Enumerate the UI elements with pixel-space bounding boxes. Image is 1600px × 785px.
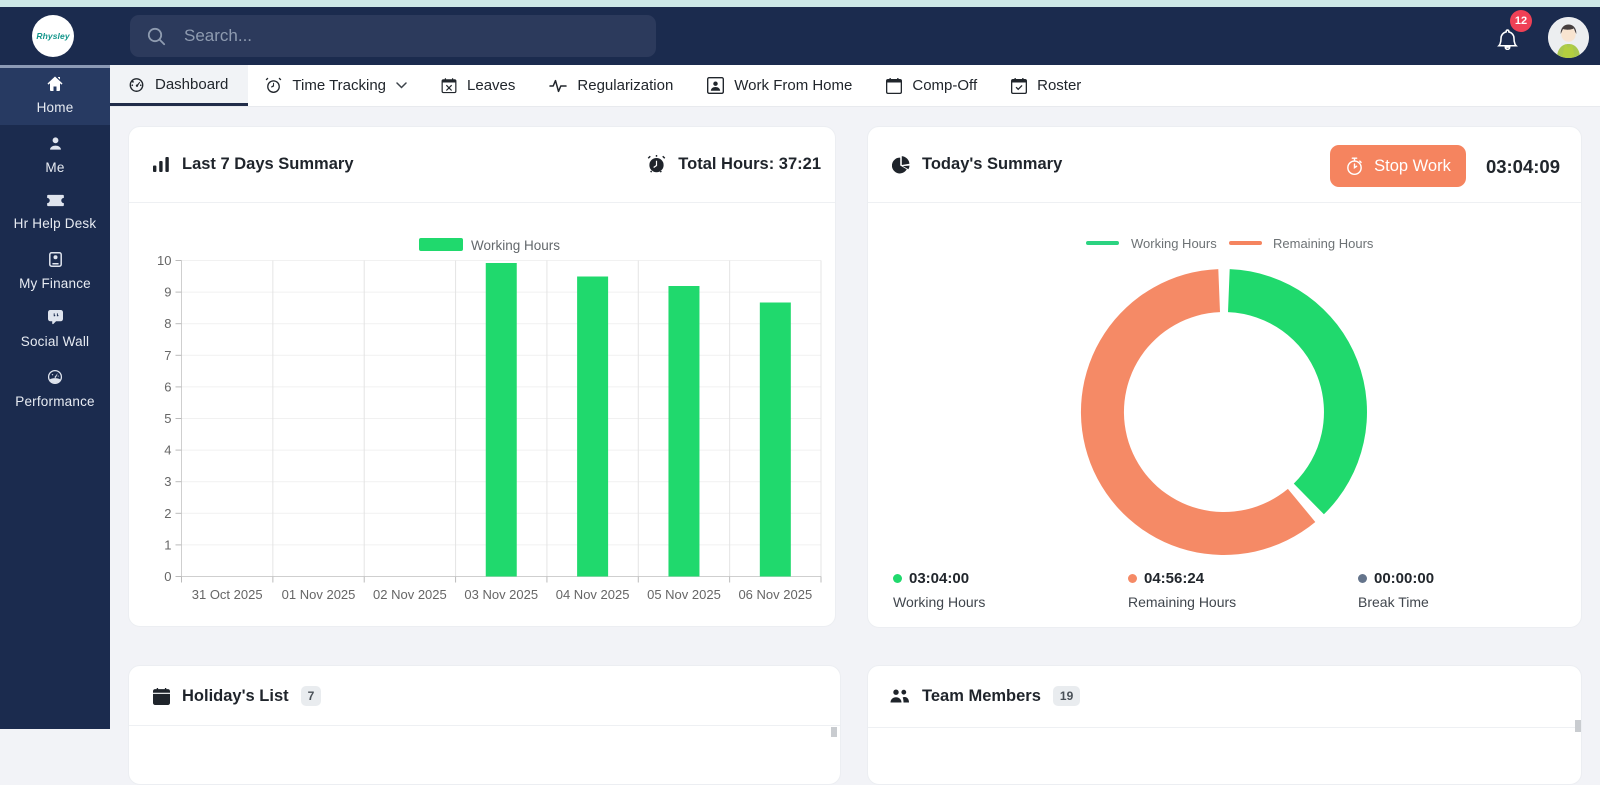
svg-text:1: 1: [164, 537, 171, 552]
svg-text:31 Oct 2025: 31 Oct 2025: [192, 587, 263, 602]
svg-text:03 Nov 2025: 03 Nov 2025: [464, 587, 538, 602]
svg-text:Working Hours: Working Hours: [471, 238, 560, 253]
svg-text:04 Nov 2025: 04 Nov 2025: [556, 587, 630, 602]
svg-text:4: 4: [164, 443, 171, 458]
svg-text:10: 10: [157, 253, 171, 268]
svg-text:02 Nov 2025: 02 Nov 2025: [373, 587, 447, 602]
svg-text:8: 8: [164, 316, 171, 331]
svg-text:05 Nov 2025: 05 Nov 2025: [647, 587, 721, 602]
svg-text:7: 7: [164, 348, 171, 363]
svg-text:0: 0: [164, 569, 171, 584]
svg-text:9: 9: [164, 285, 171, 300]
svg-text:3: 3: [164, 474, 171, 489]
svg-text:6: 6: [164, 379, 171, 394]
svg-text:5: 5: [164, 411, 171, 426]
svg-text:06 Nov 2025: 06 Nov 2025: [738, 587, 812, 602]
svg-text:2: 2: [164, 506, 171, 521]
svg-text:01 Nov 2025: 01 Nov 2025: [282, 587, 356, 602]
